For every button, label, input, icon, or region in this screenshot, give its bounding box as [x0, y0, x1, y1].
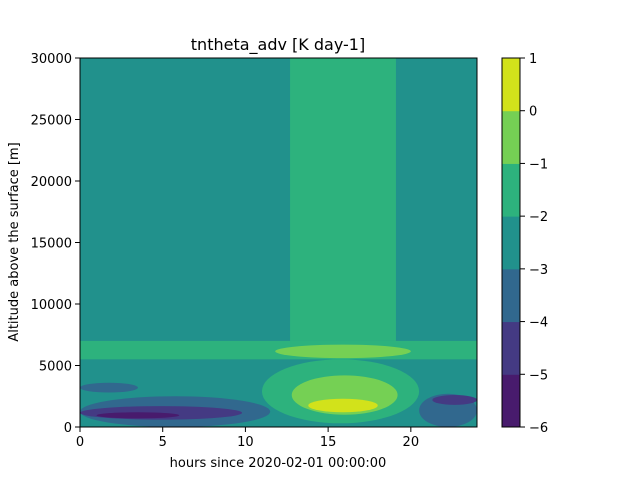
x-axis-label: hours since 2020-02-01 00:00:00: [170, 456, 387, 471]
y-tick-label: 25000: [31, 114, 72, 129]
x-tick-label: 15: [320, 435, 337, 450]
x-tick-label: 10: [237, 435, 254, 450]
colorbar-tick-label: 1: [529, 52, 537, 67]
colorbar-tick-label: −1: [529, 157, 548, 172]
colorbar-tick-label: −2: [529, 210, 548, 225]
colorbar-segment: [502, 268, 520, 323]
contour-region: [290, 58, 396, 341]
contour-region: [80, 58, 477, 427]
chart-title: tntheta_adv [K day-1]: [191, 35, 365, 55]
colorbar-tick-label: 0: [529, 105, 537, 120]
y-tick-label: 10000: [31, 298, 72, 313]
x-axis: 0 5 10 15 20: [76, 427, 419, 450]
contour-region: [80, 382, 138, 393]
colorbar: −6 −5 −4 −3 −2 −1 0 1: [501, 52, 548, 436]
contour-region: [96, 412, 180, 419]
x-tick-label: 0: [76, 435, 84, 450]
colorbar-segment: [502, 163, 520, 217]
plot-area: [80, 58, 477, 427]
colorbar-segment: [502, 216, 520, 270]
contour-region: [432, 395, 477, 405]
x-tick-label: 5: [159, 435, 167, 450]
contour-region: [275, 344, 411, 359]
colorbar-segment: [502, 110, 520, 164]
colorbar-segment: [502, 58, 520, 112]
colorbar-segment: [502, 321, 520, 375]
colorbar-tick-label: −3: [529, 263, 548, 278]
colorbar-tick-label: −4: [529, 316, 548, 331]
y-tick-label: 15000: [31, 237, 72, 252]
colorbar-tick-label: −6: [529, 421, 548, 436]
y-axis: 0 5000 10000 15000 20000 25000 30000: [31, 52, 80, 436]
contour-region: [308, 398, 378, 413]
y-axis-label: Altitude above the surface [m]: [7, 142, 22, 341]
colorbar-frame: [501, 57, 521, 428]
colorbar-tick-label: −5: [529, 368, 548, 383]
y-tick-label: 20000: [31, 175, 72, 190]
y-tick-label: 30000: [31, 52, 72, 67]
y-tick-label: 5000: [39, 360, 72, 375]
colorbar-segment: [502, 374, 520, 428]
y-tick-label: 0: [64, 421, 72, 436]
x-tick-label: 20: [403, 435, 420, 450]
